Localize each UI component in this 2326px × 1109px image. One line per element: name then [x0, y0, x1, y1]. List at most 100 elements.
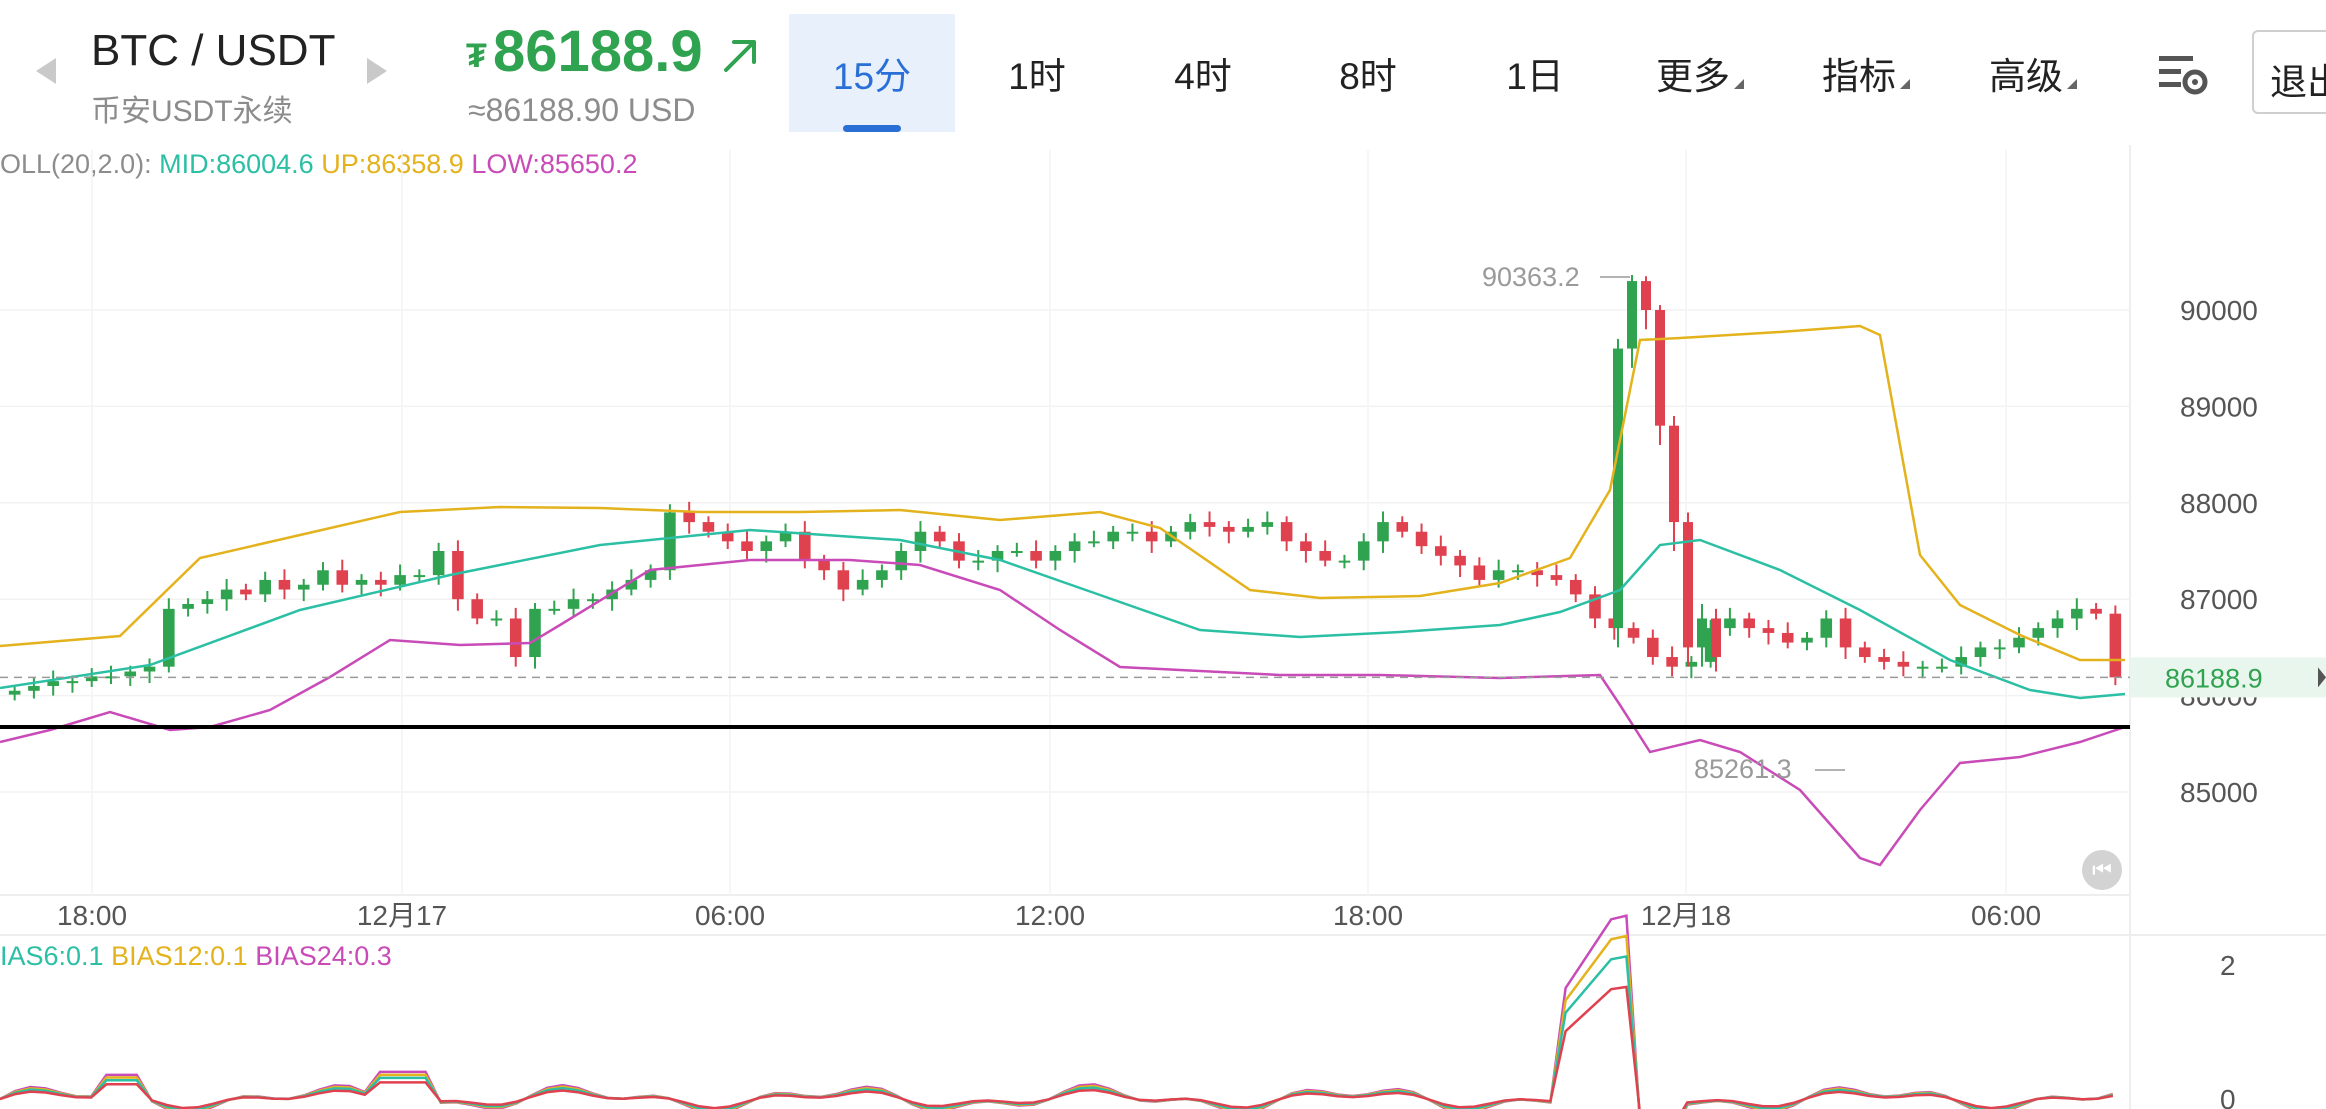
time-axis-label: 18:00: [1333, 900, 1403, 931]
tab-label: 1日: [1506, 56, 1564, 97]
candle-body: [336, 570, 349, 585]
candle-body: [1261, 522, 1274, 527]
tab-15m[interactable]: 15分: [789, 14, 955, 132]
candle-body: [471, 599, 483, 619]
candle-body: [933, 531, 946, 542]
candle-body: [837, 570, 850, 590]
advanced-dropdown[interactable]: 高级: [1950, 14, 2116, 132]
boll-params: OLL(20,2.0):: [0, 149, 152, 179]
candle-body: [1319, 551, 1331, 561]
pair-name[interactable]: BTC / USDT: [91, 26, 336, 75]
boll-low-line: [0, 558, 2126, 867]
candle-body: [105, 676, 117, 679]
candle-body: [509, 618, 522, 658]
chart-settings-icon[interactable]: [2155, 50, 2213, 100]
candle-body: [1242, 526, 1254, 532]
candle-body: [972, 560, 985, 563]
candle-body: [818, 560, 830, 571]
candle-body: [47, 681, 59, 686]
more-dropdown[interactable]: 更多: [1617, 14, 1783, 132]
bias-red-line: [0, 985, 2114, 1109]
candle-body: [2090, 608, 2102, 614]
high-price-label: 90363.2: [1482, 262, 1580, 292]
candle-body: [2013, 637, 2025, 648]
candle-body: [1936, 666, 1948, 669]
tab-label: 指标: [1822, 56, 1896, 97]
tab-label: 更多: [1656, 56, 1730, 97]
candle-body: [1203, 522, 1216, 527]
candle-body: [644, 570, 657, 580]
candle-body: [856, 579, 869, 590]
time-axis-label: 12:00: [1015, 900, 1085, 931]
candle-body: [2051, 618, 2064, 629]
candle-body: [1512, 570, 1524, 573]
candle-body: [1974, 647, 1987, 658]
candle-body: [1697, 618, 1707, 648]
bias-axis-label: 2: [2220, 950, 2236, 981]
candle-body: [490, 618, 503, 621]
candle-body: [1781, 632, 1794, 643]
candle-body: [1916, 666, 1929, 669]
price-axis-label: 89000: [2180, 391, 2258, 422]
candle-body: [1049, 551, 1062, 561]
candle-body: [182, 604, 194, 609]
candle-body: [1377, 522, 1389, 542]
prev-pair-arrow-icon[interactable]: [36, 58, 56, 84]
indicators-dropdown[interactable]: 指标: [1783, 14, 1949, 132]
candle-body: [375, 579, 387, 585]
candle-body: [721, 531, 734, 542]
candle-body: [1280, 522, 1293, 542]
candle-body: [1801, 637, 1813, 643]
candle-body: [1859, 647, 1871, 658]
candle-body: [1878, 657, 1890, 662]
tab-8h[interactable]: 8时: [1285, 14, 1451, 132]
tab-4h[interactable]: 4时: [1120, 14, 1286, 132]
price-axis-label: 87000: [2180, 584, 2258, 615]
candle-body: [143, 666, 156, 672]
candle-body: [1685, 661, 1698, 667]
candle-body: [1415, 531, 1428, 547]
boll-mid: MID:86004.6: [159, 149, 314, 179]
candle-body: [1223, 526, 1235, 532]
current-price-tag-label: 86188.9: [2165, 663, 2263, 693]
candle-body: [1068, 541, 1081, 551]
candle-body: [355, 579, 368, 585]
candle-body: [413, 575, 426, 578]
candle-body: [124, 671, 137, 677]
candle-body: [1666, 657, 1678, 667]
candle-body: [1435, 546, 1447, 556]
pair-market: 币安USDT永续: [91, 95, 293, 128]
candle-body: [1839, 618, 1852, 648]
bias-legend: IAS6:0.1 BIAS12:0.1 BIAS24:0.3: [0, 941, 392, 972]
candles: [8, 274, 2122, 701]
candle-body: [741, 541, 753, 551]
bias24: BIAS24:0.3: [255, 941, 392, 971]
candle-body: [2071, 608, 2083, 619]
candle-body: [991, 551, 1004, 561]
candle-body: [1531, 570, 1543, 576]
candle-body: [432, 551, 445, 576]
candle-body: [452, 551, 464, 600]
candle-body: [1589, 594, 1601, 619]
exit-button[interactable]: 退出: [2252, 30, 2326, 114]
tab-1h[interactable]: 1时: [954, 14, 1120, 132]
candle-body: [1724, 618, 1736, 629]
boll-legend: OLL(20,2.0): MID:86004.6 UP:86358.9 LOW:…: [0, 149, 637, 180]
next-pair-arrow-icon[interactable]: [367, 58, 387, 84]
candle-body: [1743, 618, 1755, 629]
candle-body: [394, 575, 406, 585]
dropdown-caret-icon: [2067, 79, 2077, 89]
candle-body: [683, 512, 695, 523]
candle-body: [1683, 522, 1693, 648]
scroll-to-latest-icon[interactable]: ⏮: [2082, 850, 2122, 890]
candle-body: [259, 579, 271, 595]
time-axis-label: 06:00: [695, 900, 765, 931]
bias12: BIAS12:0.1: [111, 941, 248, 971]
boll-up: UP:86358.9: [321, 149, 464, 179]
tab-1d[interactable]: 1日: [1452, 14, 1618, 132]
current-price-tag: [2130, 657, 2326, 698]
candle-body: [779, 531, 792, 542]
candle-body: [1338, 560, 1351, 563]
candle-body: [1088, 541, 1100, 544]
